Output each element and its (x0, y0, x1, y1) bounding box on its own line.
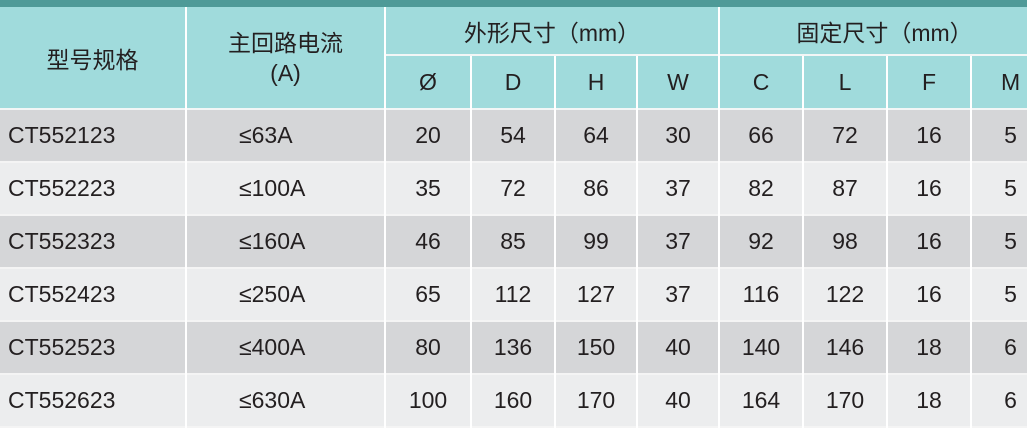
cell-value: 6 (972, 375, 1027, 428)
header-current-unit: (A) (270, 59, 301, 86)
cell-value: 66 (720, 110, 803, 163)
cell-value: 5 (972, 216, 1027, 269)
cell-value: 164 (720, 375, 803, 428)
cell-current: ≤63A (187, 110, 384, 163)
cell-value: 46 (386, 216, 470, 269)
cell-value: 35 (386, 163, 470, 216)
top-accent-bar (0, 0, 1027, 7)
cell-value: 30 (638, 110, 719, 163)
header-fixed-dimensions: 固定尺寸（mm） (720, 7, 1027, 56)
cell-model: CT552123 (0, 110, 185, 163)
cell-value: 20 (386, 110, 470, 163)
cell-value: 18 (888, 375, 971, 428)
cell-value: 16 (888, 110, 971, 163)
cell-value: 40 (638, 322, 719, 375)
header-col-1: D (472, 56, 554, 110)
cell-value: 72 (804, 110, 887, 163)
header-col-0: Ø (386, 56, 470, 110)
cell-current: ≤250A (187, 269, 384, 322)
cell-value: 16 (888, 269, 971, 322)
cell-value: 170 (804, 375, 887, 428)
cell-value: 40 (638, 375, 719, 428)
table-row: CT552223 ≤100A 35 72 86 37 82 87 16 5 (0, 163, 1027, 216)
cell-value: 16 (888, 216, 971, 269)
cell-value: 87 (804, 163, 887, 216)
cell-value: 37 (638, 216, 719, 269)
cell-model: CT552623 (0, 375, 185, 428)
cell-value: 5 (972, 163, 1027, 216)
cell-model: CT552223 (0, 163, 185, 216)
table-row: CT552623 ≤630A 100 160 170 40 164 170 18 6 (0, 375, 1027, 428)
cell-value: 112 (472, 269, 554, 322)
header-outer-dimensions: 外形尺寸（mm） (386, 7, 719, 56)
cell-value: 140 (720, 322, 803, 375)
header-current: 主回路电流 (A) (187, 7, 384, 110)
cell-value: 85 (472, 216, 554, 269)
cell-current: ≤400A (187, 322, 384, 375)
cell-model: CT552423 (0, 269, 185, 322)
cell-value: 80 (386, 322, 470, 375)
cell-model: CT552323 (0, 216, 185, 269)
cell-value: 86 (556, 163, 636, 216)
cell-value: 150 (556, 322, 636, 375)
cell-value: 98 (804, 216, 887, 269)
cell-value: 82 (720, 163, 803, 216)
cell-value: 127 (556, 269, 636, 322)
cell-value: 116 (720, 269, 803, 322)
cell-value: 5 (972, 110, 1027, 163)
table-row: CT552523 ≤400A 80 136 150 40 140 146 18 6 (0, 322, 1027, 375)
header-current-label: 主回路电流 (228, 29, 343, 56)
cell-value: 100 (386, 375, 470, 428)
header-col-4: C (720, 56, 803, 110)
cell-value: 92 (720, 216, 803, 269)
header-col-7: M (972, 56, 1027, 110)
cell-value: 54 (472, 110, 554, 163)
header-model: 型号规格 (0, 7, 185, 110)
header-col-6: F (888, 56, 971, 110)
cell-value: 170 (556, 375, 636, 428)
cell-value: 5 (972, 269, 1027, 322)
table-row: CT552123 ≤63A 20 54 64 30 66 72 16 5 (0, 110, 1027, 163)
cell-value: 122 (804, 269, 887, 322)
cell-current: ≤160A (187, 216, 384, 269)
cell-value: 160 (472, 375, 554, 428)
cell-value: 16 (888, 163, 971, 216)
cell-value: 99 (556, 216, 636, 269)
cell-current: ≤630A (187, 375, 384, 428)
cell-current: ≤100A (187, 163, 384, 216)
header-col-5: L (804, 56, 887, 110)
table-row: CT552323 ≤160A 46 85 99 37 92 98 16 5 (0, 216, 1027, 269)
cell-value: 72 (472, 163, 554, 216)
header-col-2: H (556, 56, 636, 110)
cell-value: 6 (972, 322, 1027, 375)
cell-value: 65 (386, 269, 470, 322)
cell-value: 146 (804, 322, 887, 375)
cell-value: 37 (638, 163, 719, 216)
cell-value: 37 (638, 269, 719, 322)
cell-value: 136 (472, 322, 554, 375)
table-row: CT552423 ≤250A 65 112 127 37 116 122 16 5 (0, 269, 1027, 322)
cell-value: 64 (556, 110, 636, 163)
cell-value: 18 (888, 322, 971, 375)
header-col-3: W (638, 56, 719, 110)
cell-model: CT552523 (0, 322, 185, 375)
